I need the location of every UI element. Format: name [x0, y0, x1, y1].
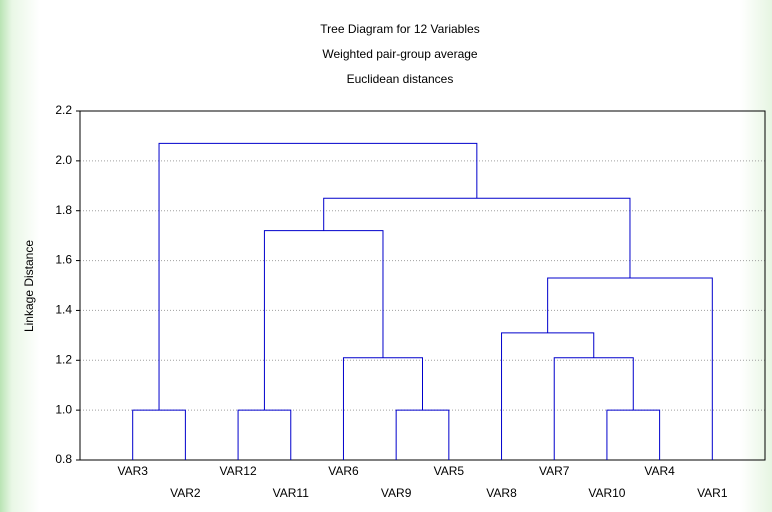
dendrogram-link [158, 142, 478, 411]
y-tick-label: 1.0 [55, 402, 72, 416]
plot-frame [79, 110, 766, 461]
x-tick-label: VAR3 [117, 464, 148, 478]
y-axis-label: Linkage Distance [22, 240, 36, 332]
y-tick-label: 2.2 [55, 103, 72, 117]
x-tick-label: VAR6 [328, 464, 359, 478]
y-tick-label: 1.4 [55, 303, 72, 317]
x-tick-label: VAR4 [644, 464, 675, 478]
x-tick-label: VAR11 [273, 486, 310, 500]
x-tick-label: VAR9 [381, 486, 412, 500]
y-tick-label: 1.2 [55, 352, 72, 366]
dendrogram-link [395, 409, 450, 460]
dendrogram-link [553, 357, 634, 460]
chart-subtitle: Euclidean distances [347, 72, 454, 86]
dendrogram-link [547, 277, 713, 460]
x-tick-label: VAR10 [588, 486, 625, 500]
dendrogram-link [606, 409, 661, 460]
x-tick-label: VAR1 [697, 486, 728, 500]
chart-subtitle: Weighted pair-group average [322, 47, 478, 61]
y-tick-label: 2.0 [55, 153, 72, 167]
x-tick-label: VAR7 [539, 464, 570, 478]
dendrogram-link [501, 332, 595, 460]
x-tick-label: VAR12 [220, 464, 257, 478]
y-tick-label: 1.8 [55, 203, 72, 217]
y-tick-label: 1.6 [55, 253, 72, 267]
dendrogram-link [237, 409, 292, 460]
x-tick-label: VAR5 [434, 464, 465, 478]
y-tick-label: 0.8 [55, 452, 72, 466]
chart-title: Tree Diagram for 12 Variables [320, 22, 479, 36]
x-tick-label: VAR8 [486, 486, 517, 500]
x-tick-label: VAR2 [170, 486, 201, 500]
dendrogram-link [132, 409, 186, 460]
dendrogram-link [342, 357, 423, 460]
dendrogram-link [263, 230, 384, 411]
